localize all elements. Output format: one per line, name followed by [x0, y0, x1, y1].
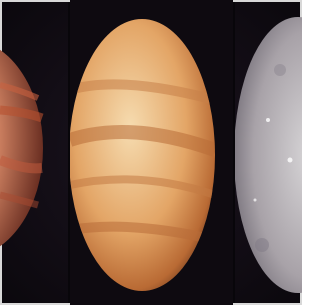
venus — [69, 19, 215, 291]
divider — [68, 2, 70, 303]
venus-panel — [68, 0, 235, 305]
planets-image — [0, 0, 302, 305]
divider — [233, 2, 235, 303]
